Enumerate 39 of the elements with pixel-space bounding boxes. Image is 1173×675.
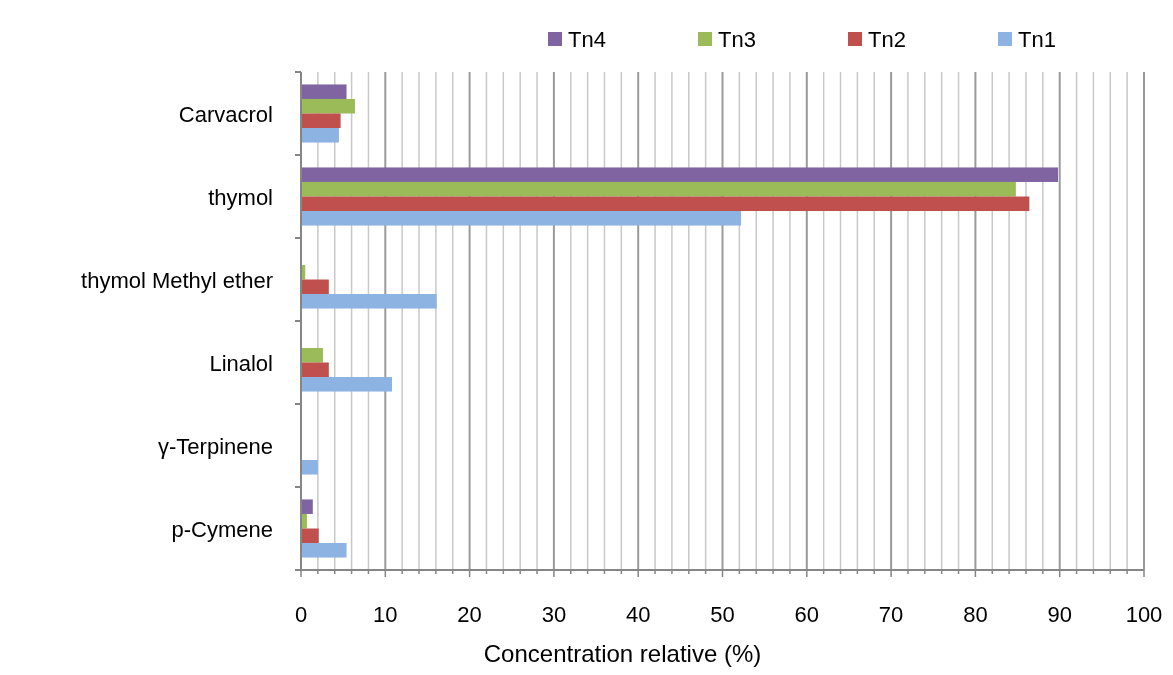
x-tick-label: 10 xyxy=(373,602,398,627)
bar xyxy=(301,460,318,475)
bar xyxy=(301,362,329,378)
y-tick-label: γ-Terpinene xyxy=(158,433,273,459)
x-tick-label: 20 xyxy=(457,602,482,627)
x-tick-label: 0 xyxy=(294,602,308,627)
x-tick-label: 100 xyxy=(1125,602,1163,627)
legend-label: Tn1 xyxy=(1018,27,1056,52)
bar xyxy=(301,279,329,295)
bar xyxy=(301,499,313,514)
bar xyxy=(301,181,1016,197)
legend-label: Tn3 xyxy=(718,27,756,52)
legend-label: Tn4 xyxy=(568,27,606,52)
legend-label: Tn2 xyxy=(868,27,906,52)
x-tick-label: 30 xyxy=(541,602,567,627)
bar xyxy=(301,196,1030,212)
y-tick-label: Linalol xyxy=(209,350,273,376)
x-tick-label: 60 xyxy=(794,602,820,627)
bar xyxy=(301,294,437,309)
bar xyxy=(301,211,742,226)
y-tick-label: Carvacrol xyxy=(178,101,273,127)
x-tick-label: 70 xyxy=(878,602,904,627)
bar xyxy=(301,167,1059,182)
x-tick-label: 80 xyxy=(963,602,988,627)
bar xyxy=(301,113,341,129)
bar xyxy=(301,543,347,558)
x-tick-label: 50 xyxy=(710,602,735,627)
x-axis-title: Concentration relative (%) xyxy=(483,640,762,667)
x-tick-label: 90 xyxy=(1047,602,1072,627)
bar xyxy=(301,84,347,99)
y-tick-label: thymol Methyl ether xyxy=(81,267,273,293)
bar xyxy=(301,128,339,143)
bar xyxy=(301,528,319,544)
bar xyxy=(301,377,393,392)
bar xyxy=(301,347,323,363)
bar xyxy=(301,98,355,114)
y-tick-label: p-Cymene xyxy=(171,516,273,542)
x-tick-label: 40 xyxy=(625,602,651,627)
y-tick-label: thymol xyxy=(208,184,273,210)
